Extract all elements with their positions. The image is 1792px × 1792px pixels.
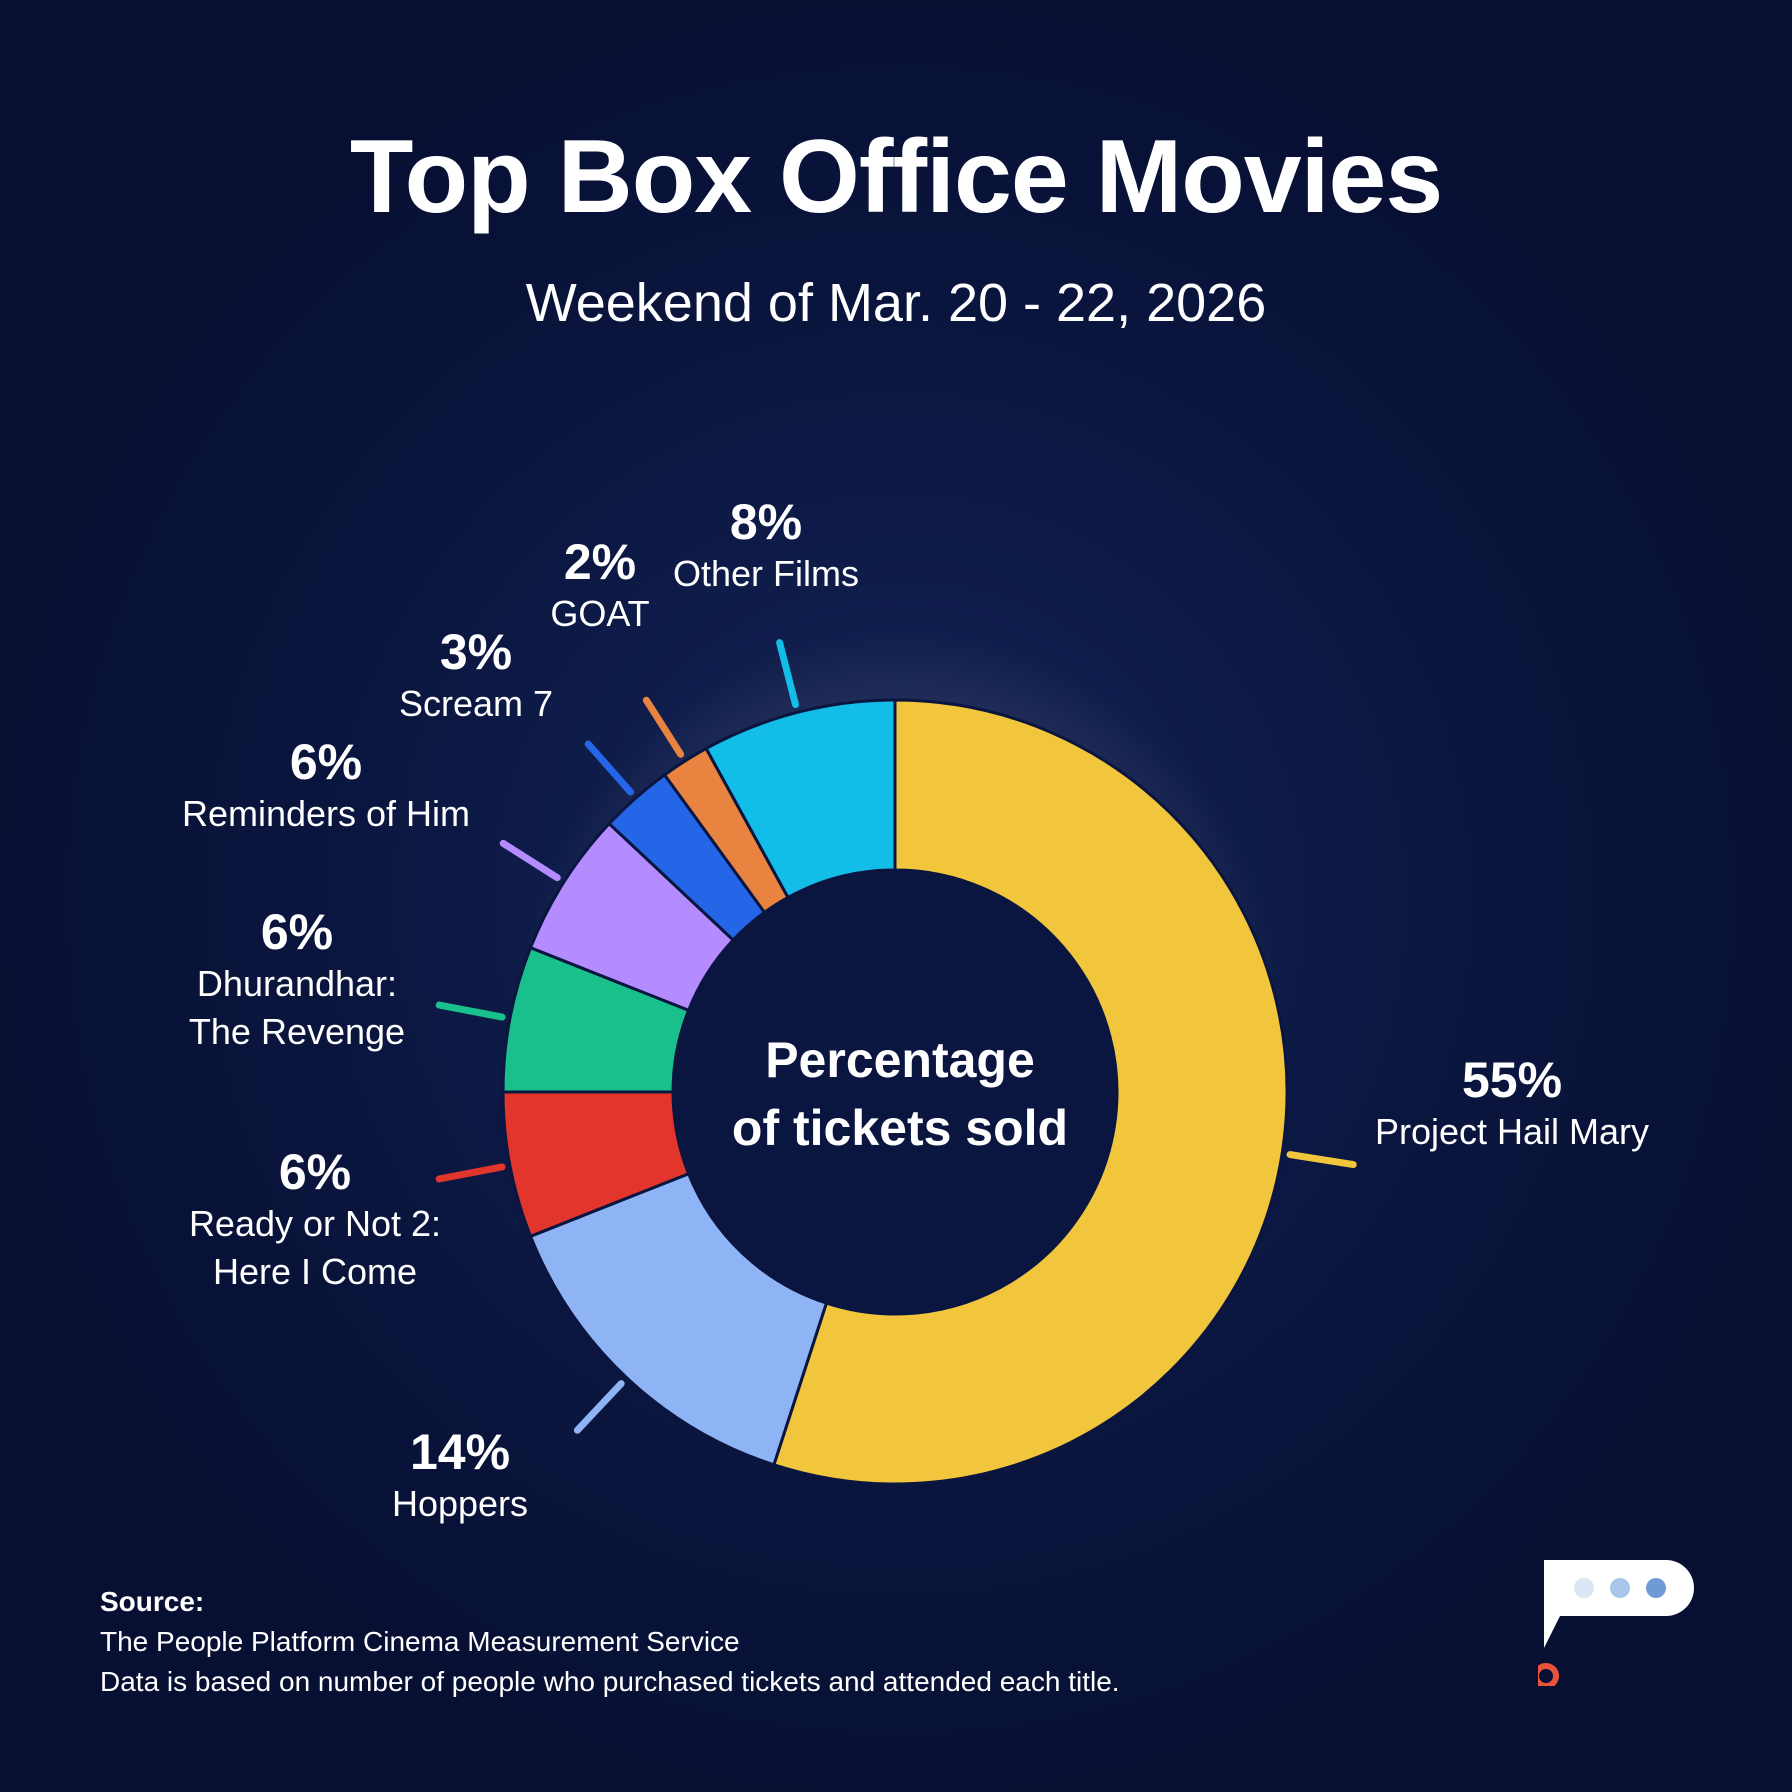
leader-line-ready-or-not-2-here-i-come	[435, 1163, 506, 1183]
label-dhurandhar: 6% Dhurandhar: The Revenge	[152, 904, 442, 1056]
slice-percent: 8%	[729, 494, 803, 550]
logo-bubble	[1544, 1560, 1694, 1648]
center-label: Percentage of tickets sold	[690, 1026, 1110, 1162]
label-project-hail-mary: 55% Project Hail Mary	[1362, 1052, 1662, 1156]
label-goat: 2% GOAT	[530, 534, 670, 638]
slice-percent: 3%	[439, 624, 513, 680]
chart-subtitle: Weekend of Mar. 20 - 22, 2026	[525, 273, 1267, 333]
logo-ring	[1538, 1663, 1559, 1686]
speech-bubble-logo-icon	[1538, 1560, 1694, 1686]
slice-percent: 14%	[409, 1424, 511, 1480]
slice-percent: 55%	[1461, 1052, 1563, 1108]
source-note: Source: The People Platform Cinema Measu…	[100, 1582, 1120, 1702]
slice-percent: 6%	[278, 1144, 352, 1200]
slice-percent: 6%	[289, 734, 363, 790]
logo-dot-3	[1646, 1578, 1666, 1598]
center-label-line-2: of tickets sold	[731, 1100, 1069, 1156]
leader-line-scream-7	[584, 740, 634, 796]
slice-name-line-1: Dhurandhar:	[196, 963, 398, 1004]
slice-name: Hoppers	[391, 1483, 529, 1524]
leader-line-hoppers	[573, 1380, 625, 1434]
slice-name-line-2: The Revenge	[188, 1011, 406, 1052]
slice-percent: 6%	[260, 904, 334, 960]
leader-line-project-hail-mary	[1286, 1151, 1357, 1169]
label-ready-or-not-2: 6% Ready or Not 2: Here I Come	[160, 1144, 470, 1296]
label-hoppers: 14% Hoppers	[320, 1424, 600, 1528]
slice-name: Project Hail Mary	[1374, 1111, 1650, 1152]
leader-line-reminders-of-him	[499, 839, 561, 882]
source-line-2: Data is based on number of people who pu…	[100, 1666, 1120, 1697]
donut-center	[673, 870, 1117, 1314]
logo-dot-1	[1574, 1578, 1594, 1598]
logo-dot-2	[1610, 1578, 1630, 1598]
leader-line-goat	[642, 696, 685, 758]
slice-name: Reminders of Him	[181, 793, 471, 834]
slice-name: GOAT	[550, 593, 650, 634]
label-reminders-of-him: 6% Reminders of Him	[166, 734, 486, 838]
label-scream-7: 3% Scream 7	[376, 624, 576, 728]
slice-name-line-2: Here I Come	[212, 1251, 418, 1292]
leader-line-other-films	[776, 639, 800, 709]
slice-name: Other Films	[672, 553, 859, 594]
source-line-1: The People Platform Cinema Measurement S…	[100, 1626, 740, 1657]
slice-name-line-1: Ready or Not 2:	[188, 1203, 442, 1244]
leader-line-dhurandhar-the-revenge	[435, 1001, 506, 1021]
label-other-films: 8% Other Films	[656, 494, 876, 598]
center-label-line-1: Percentage	[765, 1032, 1035, 1088]
slice-name: Scream 7	[398, 683, 554, 724]
source-heading: Source:	[100, 1586, 205, 1617]
chart-title: Top Box Office Movies	[349, 119, 1443, 235]
slice-percent: 2%	[563, 534, 637, 590]
